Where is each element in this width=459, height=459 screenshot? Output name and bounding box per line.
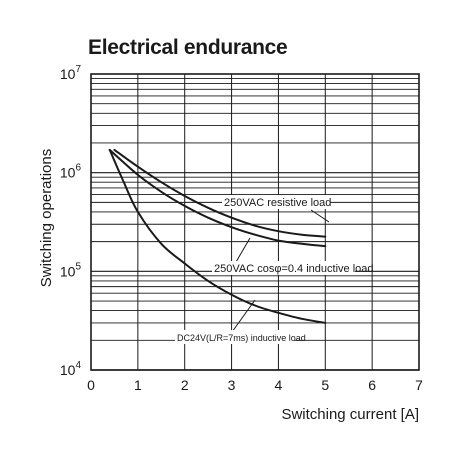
y-tick-label: 106 <box>60 163 82 181</box>
series-label-2: 250VAC cosφ=0.4 inductive load <box>214 263 374 275</box>
plot-border <box>90 73 420 371</box>
y-axis-label: Switching operations <box>38 149 55 287</box>
series-annotations: 250VAC resistive load 250VAC cosφ=0.4 ind… <box>175 195 374 344</box>
series-label-3: DC24V(L/R=7ms) inductive load <box>177 333 306 343</box>
x-tick-label: 4 <box>275 377 283 393</box>
x-axis-label: Switching current [A] <box>281 406 419 423</box>
annotation-leader-3 <box>231 299 256 333</box>
x-tick-label: 1 <box>134 377 142 393</box>
x-tick-label: 2 <box>181 377 189 393</box>
annotation-leader-1 <box>310 209 330 223</box>
annotation-bg-2 <box>212 261 355 275</box>
series-line-2 <box>108 148 327 248</box>
x-tick-label: 3 <box>228 377 236 393</box>
x-tick-label: 5 <box>321 377 329 393</box>
plot-frame <box>90 73 420 371</box>
y-tick-label: 104 <box>60 360 82 378</box>
y-tick-labels: 104 105 106 107 <box>60 64 82 378</box>
annotation-bg-1 <box>222 195 330 209</box>
series-lines <box>108 148 327 324</box>
annotation-leader-2 <box>235 237 251 263</box>
x-tick-labels: 0 1 2 3 4 5 6 7 <box>87 377 423 393</box>
series-line-1 <box>113 148 327 238</box>
chart-title: Electrical endurance <box>88 36 288 59</box>
annotation-bg-3 <box>175 330 294 344</box>
x-tick-label: 6 <box>368 377 376 393</box>
x-tick-label: 0 <box>87 377 95 393</box>
chart-grid <box>90 74 420 371</box>
y-tick-label: 107 <box>60 64 82 82</box>
y-tick-label: 105 <box>60 261 82 279</box>
x-tick-label: 7 <box>415 377 423 393</box>
series-label-1: 250VAC resistive load <box>224 197 331 209</box>
series-line-3 <box>108 148 327 324</box>
